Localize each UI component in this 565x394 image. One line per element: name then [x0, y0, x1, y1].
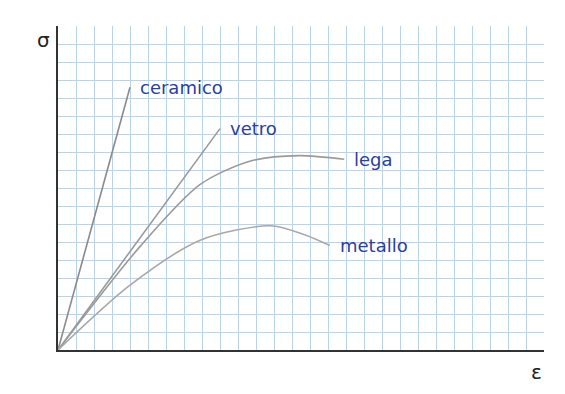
svg-text:ceramico: ceramico — [140, 77, 223, 98]
svg-text:σ: σ — [37, 28, 50, 52]
svg-text:vetro: vetro — [230, 118, 277, 139]
svg-text:lega: lega — [354, 149, 393, 170]
svg-text:metallo: metallo — [340, 235, 408, 256]
svg-text:ε: ε — [531, 360, 542, 384]
